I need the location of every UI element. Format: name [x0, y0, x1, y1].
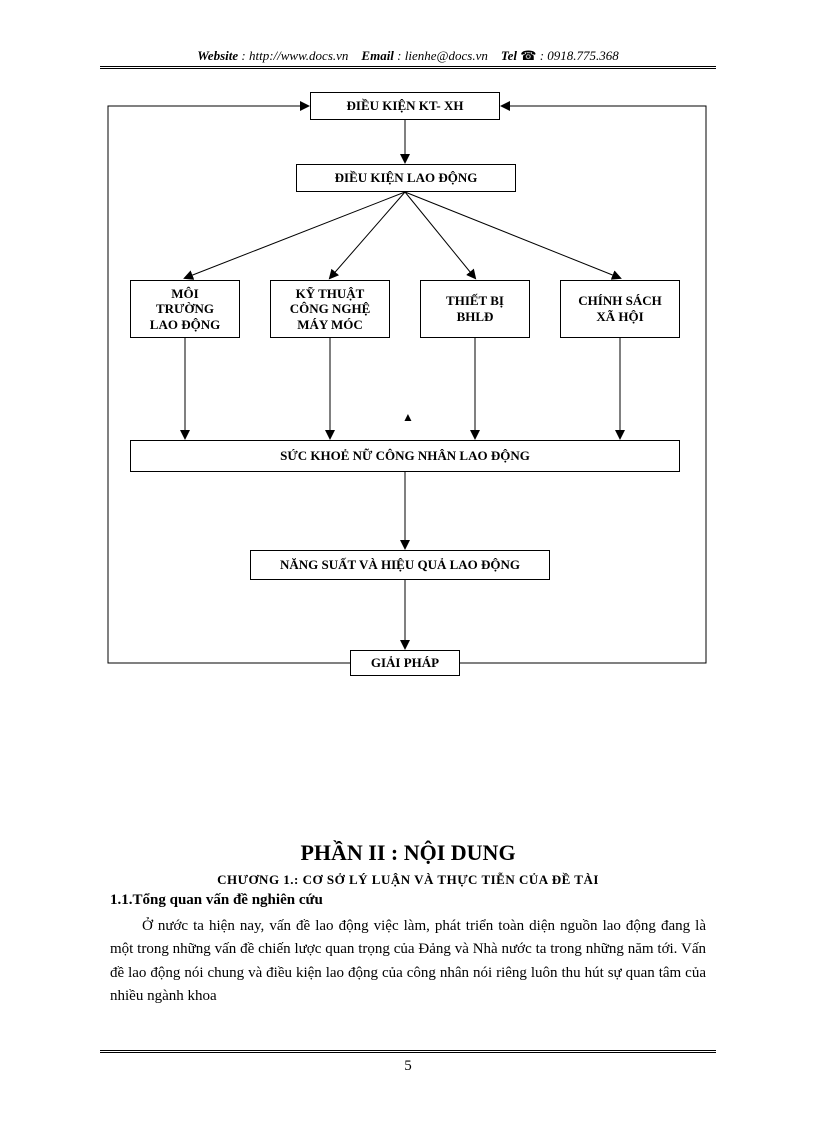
node-thiet-bi-bhld: THIẾT BỊ BHLĐ — [420, 280, 530, 338]
tel-value: 0918.775.368 — [547, 48, 619, 63]
node-label: SỨC KHOẺ NỮ CÔNG NHÂN LAO ĐỘNG — [280, 448, 530, 464]
page-number: 5 — [0, 1058, 816, 1075]
website-sep: : — [238, 48, 249, 63]
header-rule — [100, 66, 716, 69]
node-label: THIẾT BỊ BHLĐ — [446, 293, 504, 324]
email-value: lienhe@docs.vn — [405, 48, 488, 63]
node-label: NĂNG SUẤT VÀ HIỆU QUẢ LAO ĐỘNG — [280, 557, 520, 573]
node-ky-thuat-cong-nghe: KỸ THUẬT CÔNG NGHỆ MÁY MÓC — [270, 280, 390, 338]
phone-icon: ☎ — [520, 48, 536, 64]
node-giai-phap: GIẢI PHÁP — [350, 650, 460, 676]
part-title: PHẦN II : NỘI DUNG — [110, 840, 706, 866]
email-sep: : — [394, 48, 405, 63]
node-label: GIẢI PHÁP — [371, 655, 439, 671]
tel-label: Tel — [501, 48, 517, 63]
node-label: CHÍNH SÁCH XÃ HỘI — [578, 293, 661, 324]
body-paragraph: Ở nước ta hiện nay, vấn đề lao động việc… — [110, 915, 706, 1008]
section-title: 1.1.Tổng quan vấn đề nghiên cứu — [110, 892, 706, 909]
email-label: Email — [361, 48, 394, 63]
node-label: ĐIỀU KIỆN LAO ĐỘNG — [335, 170, 478, 186]
node-dieu-kien-kt-xh: ĐIỀU KIỆN KT- XH — [310, 92, 500, 120]
page-header: Website : http://www.docs.vn Email : lie… — [0, 48, 816, 64]
flowchart-canvas: ĐIỀU KIỆN KT- XH ĐIỀU KIỆN LAO ĐỘNG MÔI … — [100, 80, 716, 700]
node-label: KỸ THUẬT CÔNG NGHỆ MÁY MÓC — [290, 286, 371, 333]
footer-rule — [100, 1050, 716, 1053]
chapter-title: CHƯƠNG 1.: CƠ SỞ LÝ LUẬN VÀ THỰC TIỄN CỦ… — [110, 872, 706, 888]
marker-triangle-icon: ▲ — [402, 410, 414, 425]
node-chinh-sach-xa-hoi: CHÍNH SÁCH XÃ HỘI — [560, 280, 680, 338]
node-nang-suat: NĂNG SUẤT VÀ HIỆU QUẢ LAO ĐỘNG — [250, 550, 550, 580]
website-label: Website — [197, 48, 238, 63]
node-label: MÔI TRƯỜNG LAO ĐỘNG — [150, 286, 220, 333]
node-dieu-kien-lao-dong: ĐIỀU KIỆN LAO ĐỘNG — [296, 164, 516, 192]
node-suc-khoe: SỨC KHOẺ NỮ CÔNG NHÂN LAO ĐỘNG — [130, 440, 680, 472]
website-url: http://www.docs.vn — [249, 48, 348, 63]
node-label: ĐIỀU KIỆN KT- XH — [347, 98, 464, 114]
text-section: PHẦN II : NỘI DUNG CHƯƠNG 1.: CƠ SỞ LÝ L… — [110, 840, 706, 1008]
node-moi-truong-lao-dong: MÔI TRƯỜNG LAO ĐỘNG — [130, 280, 240, 338]
